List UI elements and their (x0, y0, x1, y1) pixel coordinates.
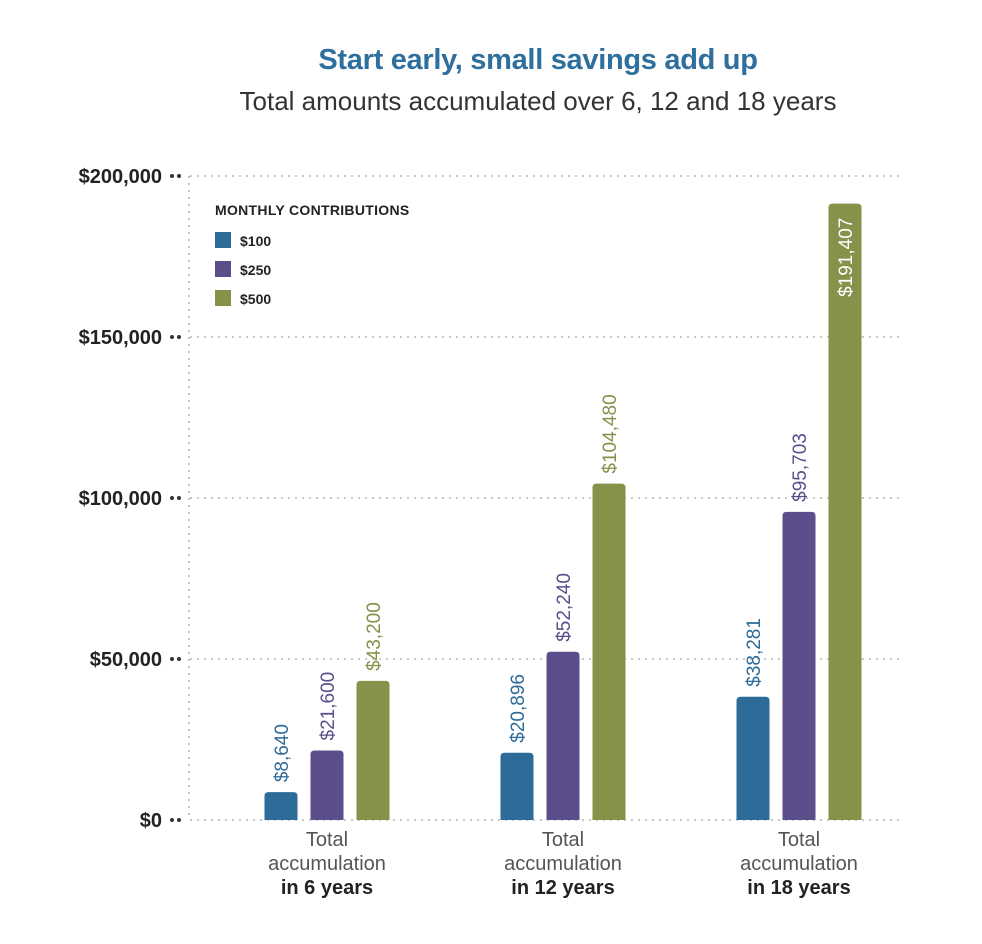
y-axis-ticks: $0 $50,000 $100,000 $150,000 $200,000 (79, 166, 181, 832)
x-category-label-line2: accumulation (268, 853, 386, 875)
bar (546, 651, 580, 820)
tick-dot (170, 335, 174, 339)
bar (782, 511, 816, 820)
tick-dot (177, 335, 181, 339)
bar-value-label: $21,600 (318, 672, 339, 741)
y-tick-label: $50,000 (90, 649, 162, 671)
tick-dot (170, 657, 174, 661)
chart-title: Start early, small savings add up (318, 44, 758, 76)
x-category-label-line3: in 12 years (511, 877, 614, 899)
bar (592, 483, 626, 820)
bar (264, 792, 298, 820)
legend: MONTHLY CONTRIBUTIONS $100 $250 $500 (215, 202, 410, 307)
legend-label: $250 (240, 262, 271, 278)
bar-value-label: $43,200 (364, 602, 385, 671)
x-category-label-line1: Total (542, 829, 584, 851)
bar (828, 203, 862, 821)
legend-swatch (215, 290, 231, 306)
tick-dot (170, 818, 174, 822)
legend-label: $500 (240, 291, 271, 307)
tick-dot (177, 174, 181, 178)
bar-value-label: $191,407 (836, 218, 857, 297)
tick-dot (170, 496, 174, 500)
x-category-label-line3: in 6 years (281, 877, 373, 899)
legend-label: $100 (240, 233, 271, 249)
x-category-label-line1: Total (778, 829, 820, 851)
y-tick-label: $200,000 (79, 166, 162, 188)
bar (500, 752, 534, 820)
x-category-label-line2: accumulation (740, 853, 858, 875)
y-tick-label: $150,000 (79, 327, 162, 349)
chart-subtitle: Total amounts accumulated over 6, 12 and… (239, 86, 837, 116)
legend-title: MONTHLY CONTRIBUTIONS (215, 202, 410, 218)
bar (736, 696, 770, 820)
bar-value-labels: $8,640 $21,600 $43,200 $20,896 $52,240 $104,4… (272, 218, 857, 783)
bar-value-label: $104,480 (600, 394, 621, 473)
bar-value-label: $95,703 (790, 433, 811, 502)
bar (310, 750, 344, 820)
bar-value-label: $52,240 (554, 573, 575, 642)
bars (264, 203, 862, 821)
bar (356, 680, 390, 820)
bar-value-label: $8,640 (272, 724, 293, 782)
x-category-label-line3: in 18 years (747, 877, 850, 899)
tick-dot (170, 174, 174, 178)
tick-dot (177, 818, 181, 822)
legend-swatch (215, 232, 231, 248)
legend-swatch (215, 261, 231, 277)
tick-dot (177, 496, 181, 500)
tick-dot (177, 657, 181, 661)
bar-value-label: $20,896 (508, 674, 529, 743)
bar-value-label: $38,281 (744, 618, 765, 687)
y-tick-label: $0 (140, 810, 162, 832)
x-category-label-line1: Total (306, 829, 348, 851)
y-tick-label: $100,000 (79, 488, 162, 510)
x-category-label-line2: accumulation (504, 853, 622, 875)
gridlines (188, 175, 900, 821)
